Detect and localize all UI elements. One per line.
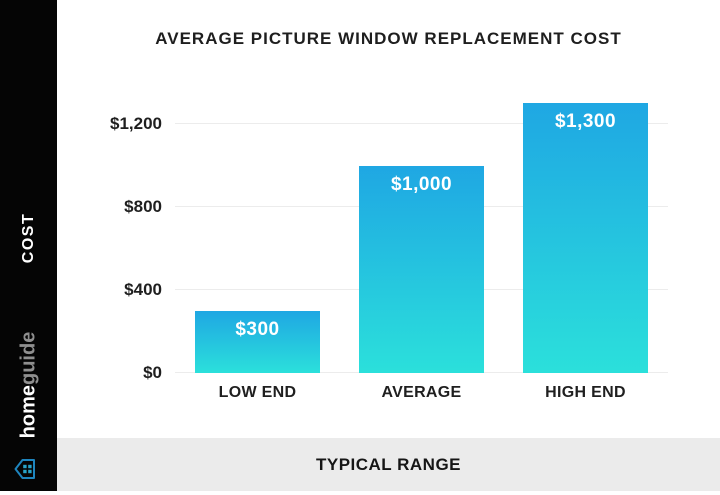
- x-axis-category-label: AVERAGE: [381, 384, 462, 401]
- bar-value-label: $1,000: [390, 173, 453, 195]
- bar-value-label: $300: [235, 318, 280, 340]
- y-axis-tick-label: $0: [143, 362, 162, 382]
- homeguide-wordmark-home: home: [17, 385, 39, 439]
- sidebar: COST homeguide: [0, 0, 57, 491]
- bar-low-end: $300: [195, 310, 320, 373]
- plot-area: $0 $400 $800 $1,200 $300 $1,000 $1,300 L…: [110, 95, 668, 401]
- chart-title: AVERAGE PICTURE WINDOW REPLACEMENT COST: [155, 29, 622, 48]
- x-axis-category-label: HIGH END: [545, 384, 626, 401]
- homeguide-wordmark-guide: guide: [17, 331, 39, 385]
- gridline: [175, 123, 668, 124]
- footer-band: TYPICAL RANGE: [57, 438, 720, 491]
- y-axis-tick-label: $800: [124, 196, 162, 216]
- bar-high-end: $1,300: [523, 103, 648, 373]
- y-axis-title: COST: [19, 212, 37, 264]
- bar-average: $1,000: [359, 165, 484, 373]
- bar-value-label: $1,300: [554, 111, 617, 133]
- y-axis-tick-label: $400: [124, 279, 162, 299]
- x-axis-category-label: LOW END: [218, 384, 297, 401]
- typical-range-label: TYPICAL RANGE: [315, 454, 462, 474]
- y-axis-tick-label: $1,200: [110, 113, 162, 133]
- homeguide-house-icon: [14, 459, 35, 479]
- homeguide-wordmark: homeguide: [17, 332, 40, 439]
